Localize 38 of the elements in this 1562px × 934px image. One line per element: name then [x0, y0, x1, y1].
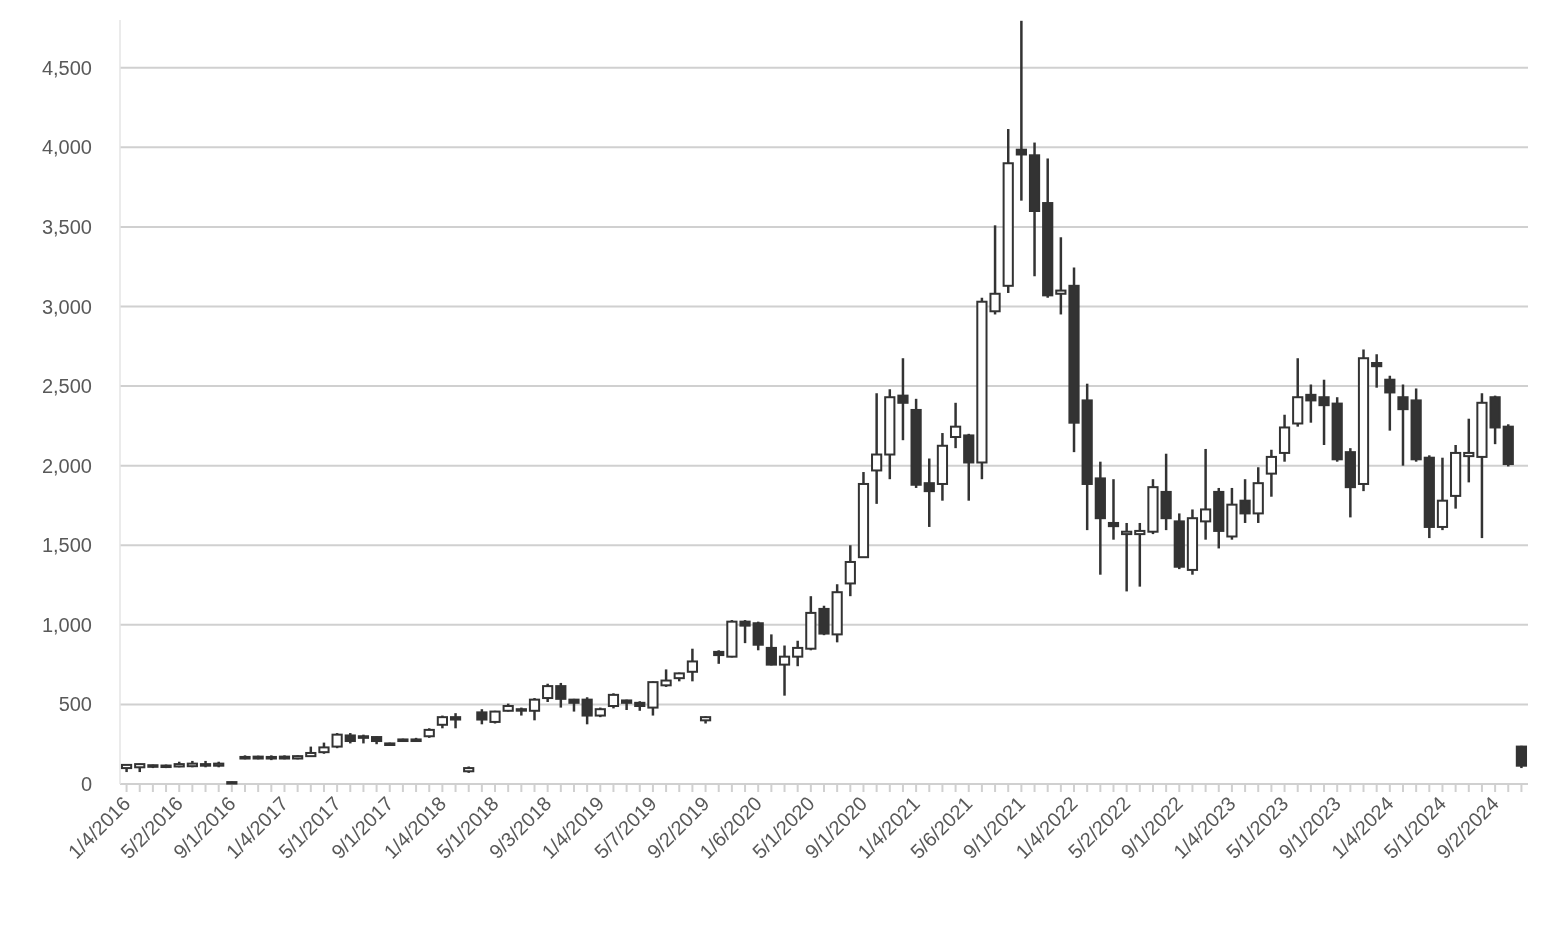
candlestick — [542, 682, 554, 704]
candlestick — [1371, 353, 1383, 389]
candlestick — [1015, 19, 1027, 202]
candlestick — [581, 696, 593, 726]
candlestick — [1463, 417, 1475, 484]
candlestick — [1318, 378, 1330, 447]
y-tick-label: 500 — [58, 693, 92, 716]
y-tick-label: 2,000 — [41, 454, 92, 477]
candlestick — [792, 639, 804, 668]
candlestick — [739, 618, 751, 645]
candlestick — [844, 544, 856, 598]
candlestick — [765, 633, 777, 667]
y-tick-label: 0 — [80, 773, 92, 795]
y-tick-label: 4,500 — [41, 56, 92, 79]
candlestick — [1121, 521, 1133, 593]
candlestick — [897, 356, 909, 442]
candlestick — [778, 644, 791, 697]
y-tick-label: 1,500 — [41, 534, 92, 557]
candlestick — [1384, 374, 1396, 432]
y-tick-label: 4,000 — [41, 136, 92, 159]
candlestick — [1055, 236, 1067, 316]
candlestick — [1200, 447, 1212, 541]
candlestick — [1397, 383, 1409, 467]
candlestick — [1107, 477, 1120, 541]
y-tick-label: 3,000 — [41, 295, 92, 318]
y-tick-label: 1,000 — [41, 613, 92, 636]
candlestick — [528, 696, 541, 722]
candlestick — [1305, 383, 1317, 424]
candlestick — [686, 647, 699, 683]
candlestick — [1265, 448, 1278, 498]
y-tick-label: 3,500 — [41, 215, 92, 238]
candlestick — [555, 681, 567, 709]
candlestick — [752, 620, 764, 652]
y-tick-label: 2,500 — [41, 375, 92, 398]
candlestick — [949, 401, 962, 450]
candlestick — [871, 392, 883, 506]
candlestick — [1134, 521, 1146, 588]
candlestick — [923, 457, 935, 529]
